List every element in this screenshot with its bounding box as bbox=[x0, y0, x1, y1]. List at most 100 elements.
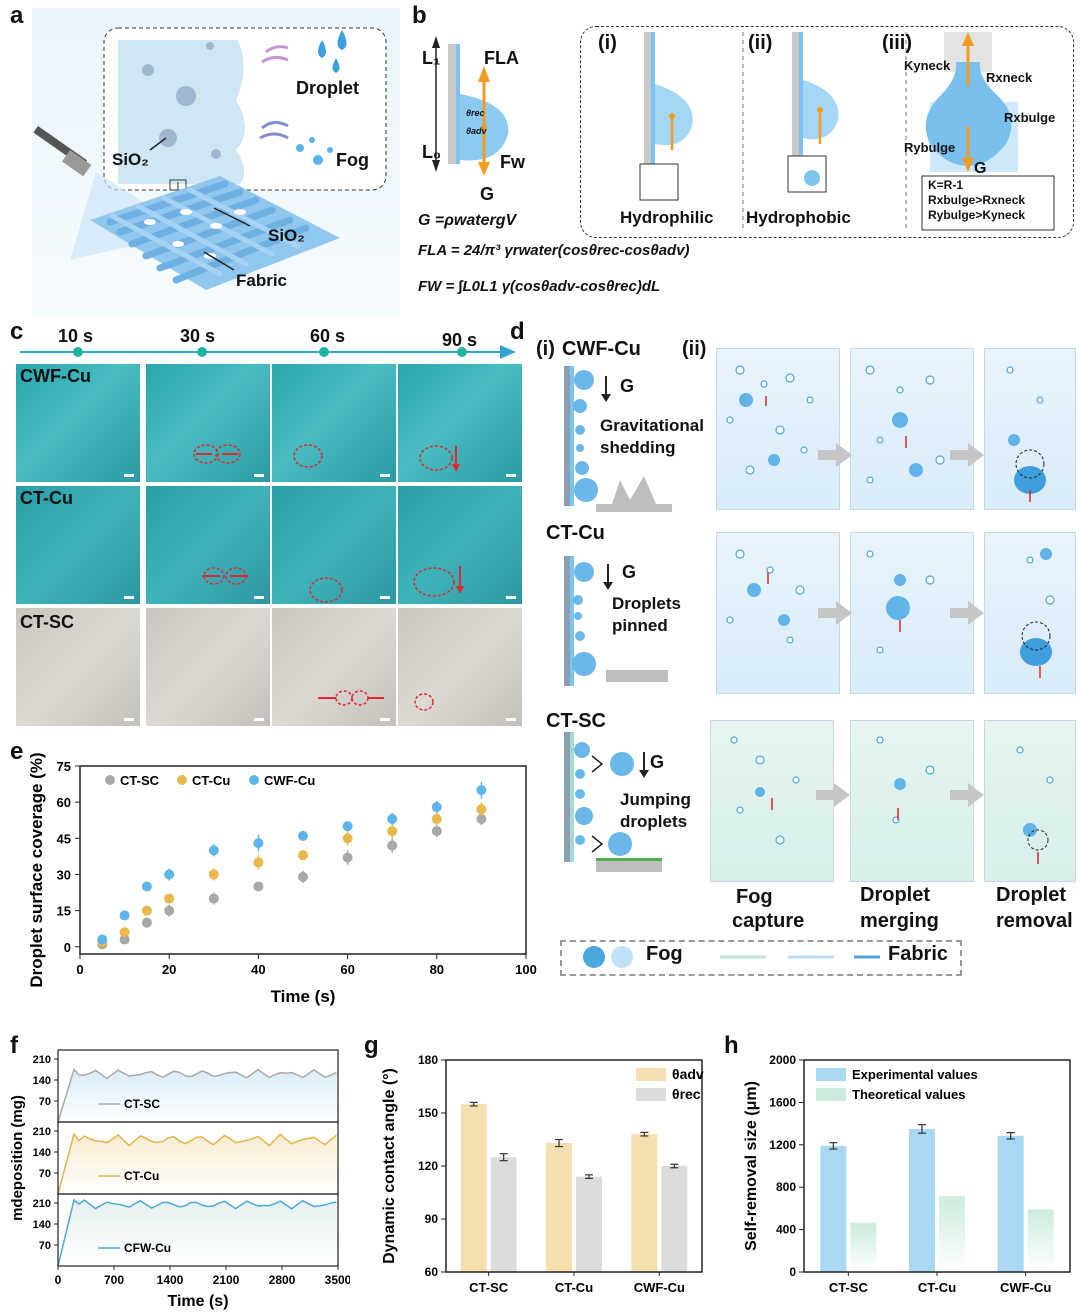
fla-label: FLA bbox=[484, 48, 519, 68]
legend-label: CT-SC bbox=[120, 773, 160, 788]
x-axis-label: Time (s) bbox=[167, 1293, 228, 1310]
data-point bbox=[476, 804, 487, 815]
fog-dot bbox=[309, 137, 315, 143]
y-tick-label: 0 bbox=[789, 1265, 796, 1279]
data-point bbox=[119, 910, 130, 921]
x-tick-label: 700 bbox=[104, 1273, 124, 1287]
x-tick-label: 40 bbox=[251, 962, 265, 977]
series-line bbox=[57, 1067, 337, 1123]
timeline-arrow bbox=[20, 345, 516, 359]
y-tick-label: 90 bbox=[425, 1212, 439, 1226]
time-10s: 10 s bbox=[58, 326, 94, 346]
d-legend-swatches bbox=[583, 946, 880, 968]
d-row2-name: CT-Cu bbox=[546, 522, 605, 544]
stage-arrow bbox=[950, 608, 968, 618]
plot-frame bbox=[803, 1059, 1071, 1273]
data-point bbox=[119, 927, 130, 938]
k-equation: K=R-1 bbox=[928, 178, 964, 192]
y-tick-label: 140 bbox=[33, 1147, 51, 1159]
legend-label: Experimental values bbox=[852, 1067, 978, 1082]
legend-marker bbox=[105, 775, 115, 785]
sub-i-label: (i) bbox=[598, 32, 617, 54]
panel-label-c: c bbox=[10, 318, 24, 345]
d-sub-i: (i) bbox=[536, 338, 555, 360]
y-tick-label: 2000 bbox=[769, 1053, 796, 1067]
data-point bbox=[164, 893, 175, 904]
legend-swatch bbox=[816, 1068, 846, 1081]
data-point bbox=[164, 905, 175, 916]
x-tick-label: 2800 bbox=[269, 1273, 296, 1287]
d-g-row3: G bbox=[650, 752, 665, 772]
y-tick-label: 800 bbox=[776, 1180, 796, 1194]
rx-bulge-label: Rxbulge bbox=[1004, 110, 1056, 125]
legend-label: Theoretical values bbox=[852, 1087, 965, 1102]
y-tick-label: 1200 bbox=[769, 1138, 796, 1152]
ky-neck-label: Kyneck bbox=[904, 58, 951, 73]
legend-label: CT-SC bbox=[124, 1097, 160, 1111]
stage-capture-cwf bbox=[716, 348, 840, 510]
y-tick-label: 60 bbox=[425, 1265, 439, 1279]
y-tick-label: 210 bbox=[33, 1054, 51, 1066]
series-line bbox=[57, 1198, 337, 1267]
x-axis-label: Time (s) bbox=[271, 987, 336, 1006]
d-row1-desc1: Gravitational bbox=[600, 416, 704, 435]
y-tick-label: 210 bbox=[33, 1126, 51, 1138]
panel-label-b: b bbox=[412, 2, 427, 29]
y-tick-label: 0 bbox=[64, 940, 71, 955]
stage-label-droplet: Droplet bbox=[860, 884, 930, 906]
d-row1-desc2: shedding bbox=[600, 438, 676, 457]
photo-ctsc-60s bbox=[272, 608, 396, 726]
y-tick-label: 75 bbox=[57, 759, 71, 774]
legend-label: CWF-Cu bbox=[264, 773, 315, 788]
data-point bbox=[387, 826, 398, 837]
fiber-layer bbox=[118, 40, 245, 184]
data-point bbox=[119, 934, 130, 945]
sio2-fabric-label: SiO₂ bbox=[268, 226, 305, 245]
data-point bbox=[431, 814, 442, 825]
chart-g: CT-SC CT-Cu CWF-Cu 60 90 120 150 180 Dynamic con… bbox=[381, 1053, 704, 1295]
x-tick-label: 0 bbox=[76, 962, 83, 977]
stage-arrow bbox=[968, 783, 984, 807]
y-tick-label: 70 bbox=[39, 1096, 51, 1108]
data-point bbox=[208, 893, 219, 904]
bar bbox=[909, 1128, 935, 1272]
data-point bbox=[298, 830, 308, 841]
droplet-shape bbox=[318, 40, 326, 58]
d-row2-desc2: pinned bbox=[612, 616, 668, 635]
legend-marker bbox=[177, 775, 187, 785]
bar bbox=[850, 1222, 877, 1272]
legend-swatch bbox=[816, 1088, 846, 1101]
ry-bulge-label: Rybulge bbox=[904, 140, 956, 155]
y-axis-label: Droplet surface coverage (%) bbox=[27, 752, 46, 987]
droplet-shape bbox=[332, 58, 340, 73]
mechanism-side-views bbox=[564, 366, 672, 872]
stage-arrow bbox=[818, 450, 836, 460]
data-point bbox=[253, 857, 264, 868]
equation-fla: FLA = 24/π³ γrwater(cosθrec-cosθadv) bbox=[418, 242, 690, 259]
data-point bbox=[476, 785, 487, 796]
photo-cwf-60s bbox=[272, 364, 396, 482]
photo-cwf-10s bbox=[16, 364, 140, 482]
panel-label-d: d bbox=[510, 318, 525, 345]
y-tick-label: 120 bbox=[418, 1159, 438, 1173]
panel-label-g: g bbox=[364, 1032, 379, 1059]
stage-arrow bbox=[816, 790, 834, 800]
time-60s: 60 s bbox=[310, 326, 346, 346]
data-point bbox=[298, 850, 308, 861]
y-tick-label: 180 bbox=[418, 1053, 438, 1067]
legend-label: CT-Cu bbox=[192, 773, 230, 788]
data-point bbox=[476, 814, 487, 825]
d-legend bbox=[560, 940, 962, 976]
x-tick-label: 0 bbox=[55, 1273, 62, 1287]
l1-label: L₁ bbox=[422, 48, 441, 68]
data-point bbox=[431, 801, 442, 812]
panel-b-frame bbox=[580, 26, 1074, 238]
l0-label: L₀ bbox=[422, 142, 442, 162]
x-tick-label: 60 bbox=[340, 962, 354, 977]
y-tick-label: 400 bbox=[776, 1223, 796, 1237]
g-label: G bbox=[480, 184, 495, 204]
stage-arrow bbox=[968, 601, 984, 625]
y-tick-label: 60 bbox=[57, 795, 71, 810]
fog-dot bbox=[313, 155, 323, 165]
data-point bbox=[342, 821, 353, 832]
